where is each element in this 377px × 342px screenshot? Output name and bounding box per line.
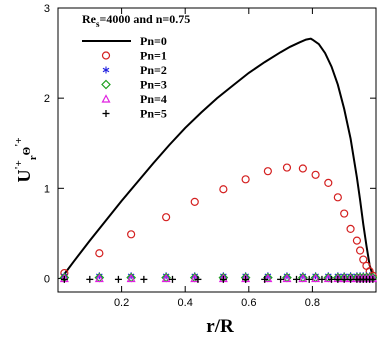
data-point [359,255,368,264]
data-point [333,193,342,202]
legend: Pn=0Pn=1Pn=2Pn=3Pn=4Pn=5 [82,34,167,121]
data-point [127,230,136,239]
legend-label: Pn=4 [140,92,167,106]
data-point [162,213,171,222]
data-point [161,273,171,283]
data-point [298,273,308,283]
data-point [282,163,292,172]
data-point [263,167,272,176]
data-point [168,275,176,283]
data-point [94,273,104,283]
data-point [219,185,228,194]
legend-label: Pn=3 [140,78,167,92]
data-point [140,275,148,283]
legend-label: Pn=2 [140,63,167,77]
x-tick-label: 0.2 [114,297,129,309]
series-plus-markers [60,275,377,283]
legend-marker [102,66,110,74]
data-point [261,275,269,283]
data-point [340,275,348,283]
legend-label: Pn=0 [140,34,167,48]
series-circle-markers [60,163,377,280]
data-point [277,275,285,283]
x-tick-label: 0.8 [305,297,320,309]
data-point [219,275,227,283]
data-point [340,209,349,218]
y-tick-label: 1 [44,183,50,195]
data-point [352,236,362,245]
data-point [347,275,355,283]
data-point [126,273,136,283]
data-point [190,273,200,283]
x-tick-label: 0.6 [241,297,256,309]
data-point [242,275,250,283]
data-point [327,275,335,283]
legend-marker [101,79,111,90]
x-axis-label: r/R [206,316,234,337]
data-point [323,273,333,283]
data-point [114,275,122,283]
data-point [318,275,326,283]
data-point [241,175,250,184]
data-point [293,275,300,283]
y-tick-label: 3 [44,3,50,15]
data-point [311,170,320,179]
y-tick-label: 0 [44,273,50,285]
legend-marker [101,94,111,103]
legend-marker [101,51,111,60]
data-point [263,273,273,283]
legend-marker [102,110,110,117]
data-point [190,197,199,206]
data-point [298,164,307,173]
legend-label: Pn=5 [140,107,167,121]
data-point [86,275,94,283]
data-point [194,275,202,283]
data-point [324,178,333,188]
data-point [95,249,104,258]
annotation: Res=4000 and n=0.75 [82,12,190,29]
data-point [282,273,292,283]
data-point [334,275,342,283]
x-tick-label: 0.4 [178,297,193,309]
y-tick-label: 2 [44,93,50,105]
data-point [346,224,355,233]
legend-label: Pn=1 [140,49,167,63]
plot-frame [57,7,377,293]
data-point [356,246,365,255]
data-point [60,275,68,283]
data-point [369,275,377,283]
data-point [311,273,321,283]
y-axis-label: U'+rΘ'+ [13,137,39,182]
series-line-pn0 [63,37,376,280]
data-point [305,275,313,283]
